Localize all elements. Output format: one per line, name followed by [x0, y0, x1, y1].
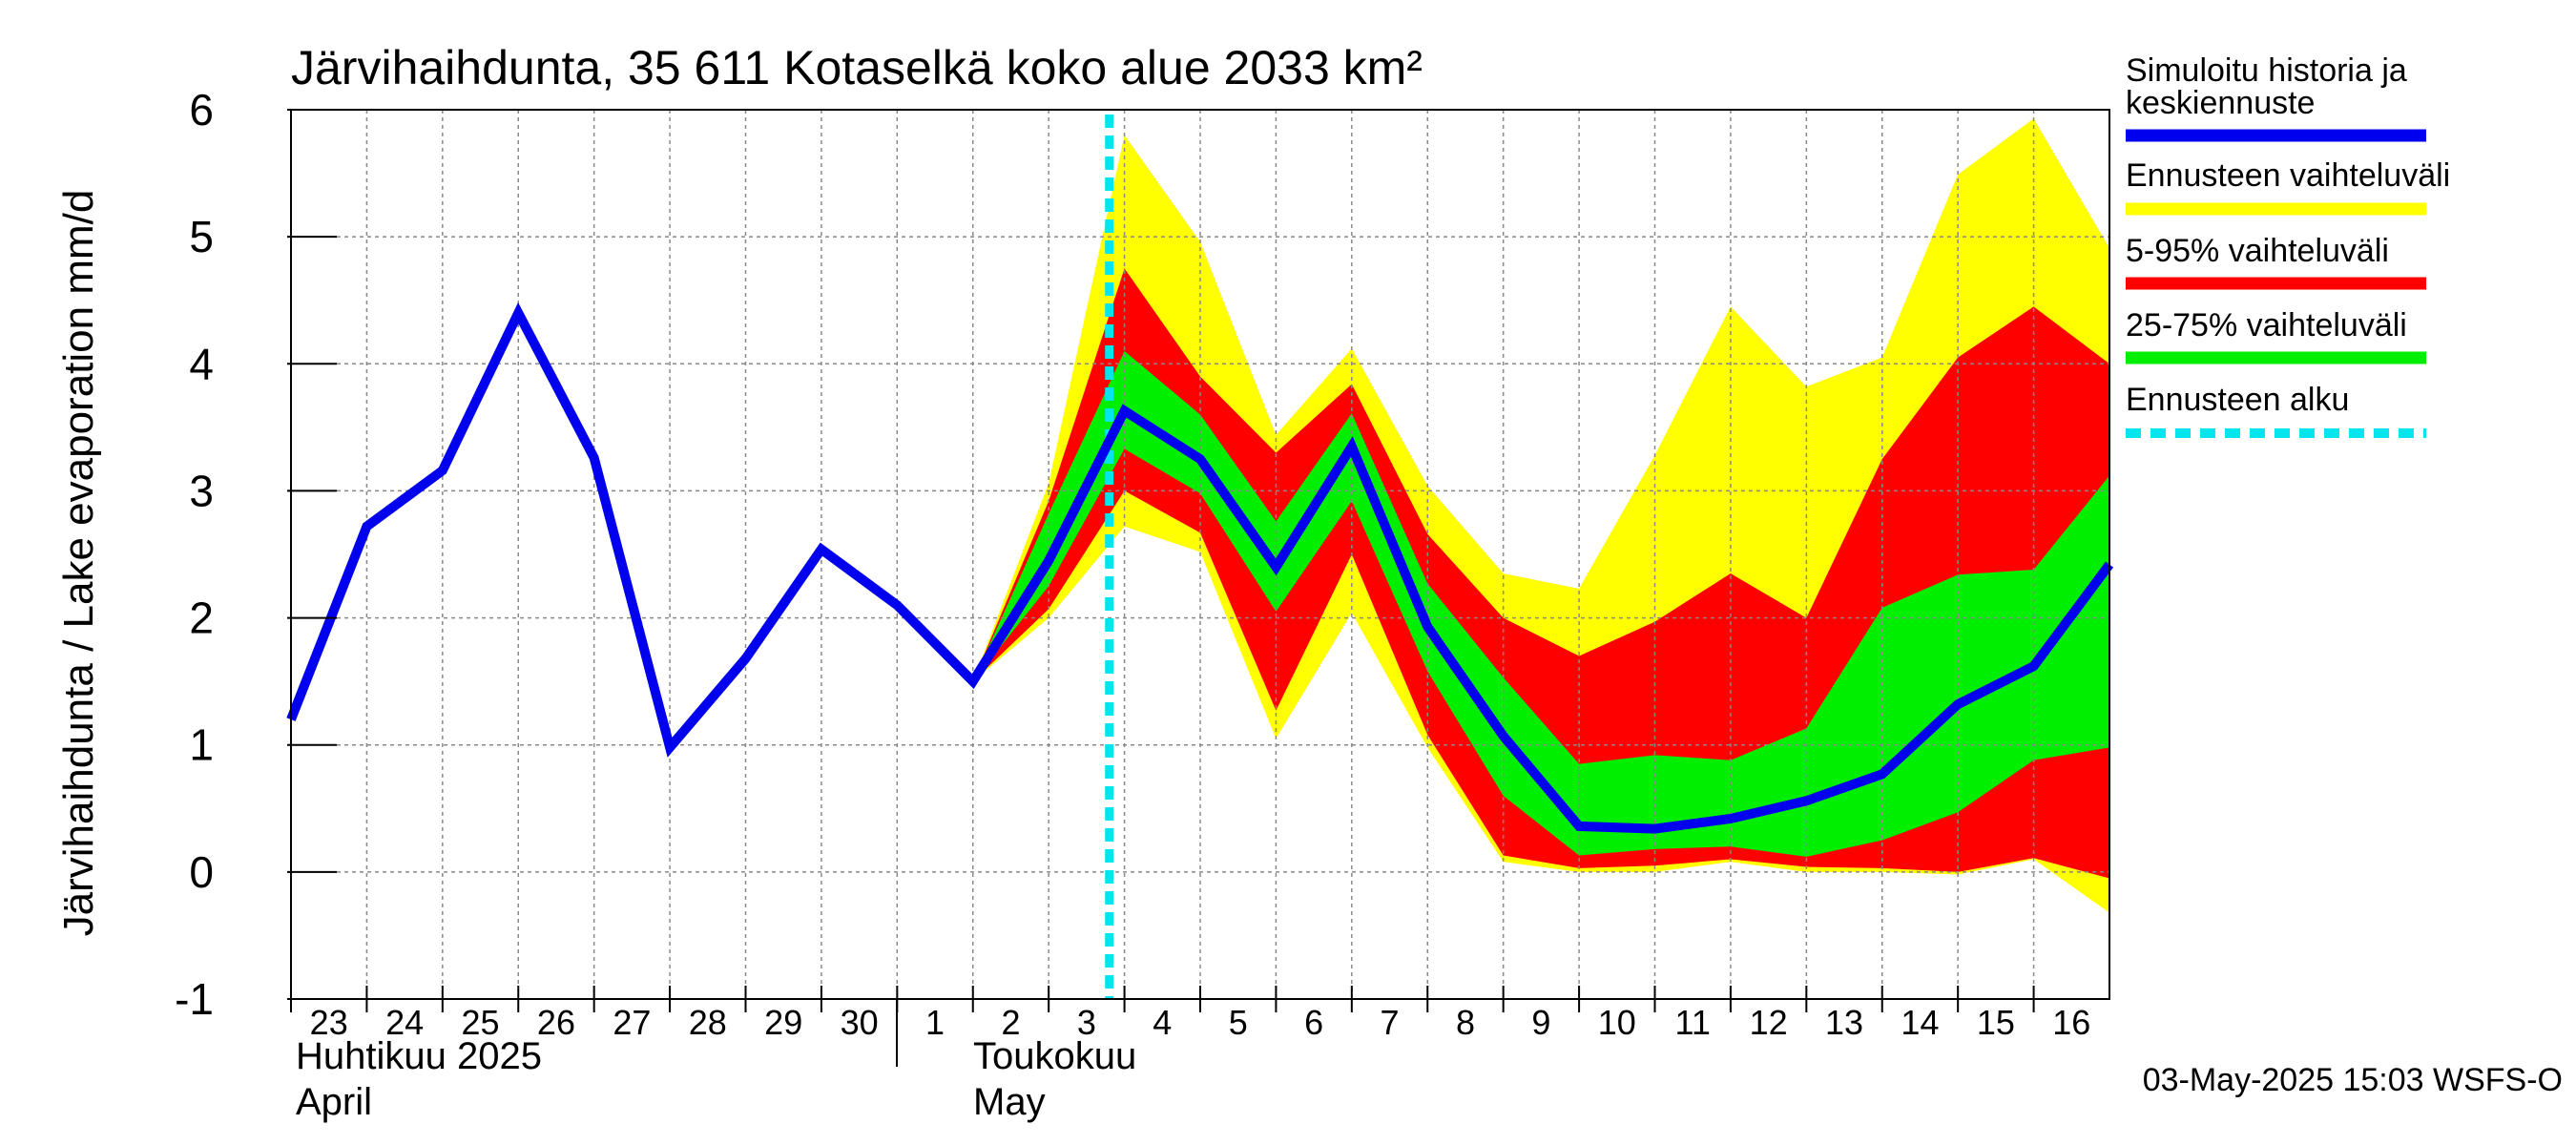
y-axis-label: Järvihaihdunta / Lake evaporation mm/d [55, 190, 102, 937]
month-label-april-en: April [296, 1081, 372, 1123]
y-axis: -1 0 1 2 3 4 5 6 [175, 85, 337, 1024]
x-tick-label: 23 [310, 1003, 348, 1042]
x-tick-label: 2 [1001, 1003, 1020, 1042]
x-tick-label: 16 [2052, 1003, 2090, 1042]
legend-label-median-line2: keskiennuste [2126, 85, 2315, 121]
month-label-may-en: May [973, 1081, 1046, 1123]
legend-label-median-line1: Simuloitu historia ja [2126, 52, 2407, 89]
x-tick-label: 14 [1901, 1003, 1939, 1042]
x-tick-label: 25 [462, 1003, 500, 1042]
legend: Simuloitu historia ja keskiennuste Ennus… [2126, 52, 2450, 438]
month-label-april-fi: Huhtikuu 2025 [296, 1035, 542, 1077]
y-tick-label: 0 [189, 847, 214, 897]
x-tick-label: 29 [764, 1003, 802, 1042]
y-tick-label: 3 [189, 466, 214, 515]
x-tick-label: 4 [1153, 1003, 1172, 1042]
legend-label-minmax: Ennusteen vaihteluväli [2126, 157, 2450, 194]
x-tick-label: 24 [385, 1003, 424, 1042]
y-tick-label: 5 [189, 212, 214, 261]
x-axis: 23 24 25 26 27 28 29 30 1 2 3 4 5 6 7 8 9 10 11 12 13 14 15 16 [290, 986, 2090, 1042]
x-tick-label: 12 [1750, 1003, 1788, 1042]
chart-title: Järvihaihdunta, 35 611 Kotaselkä koko al… [291, 41, 1423, 94]
x-tick-label: 1 [925, 1003, 945, 1042]
x-tick-label: 11 [1675, 1003, 1711, 1042]
x-tick-label: 15 [1977, 1003, 2015, 1042]
plot-area [286, 109, 2114, 1000]
band-25-75 [972, 350, 2109, 857]
x-tick-label: 8 [1456, 1003, 1475, 1042]
x-tick-label: 3 [1077, 1003, 1096, 1042]
y-tick-label: 4 [189, 339, 214, 388]
x-tick-label: 13 [1825, 1003, 1863, 1042]
x-tick-label: 28 [689, 1003, 727, 1042]
legend-label-forecast-start: Ennusteen alku [2126, 382, 2349, 418]
y-tick-label: -1 [175, 974, 214, 1024]
legend-label-5-95: 5-95% vaihteluväli [2126, 233, 2389, 269]
x-tick-label: 30 [841, 1003, 879, 1042]
median-line [286, 302, 2114, 834]
x-tick-label: 26 [537, 1003, 575, 1042]
y-tick-label: 6 [189, 85, 214, 135]
legend-label-25-75: 25-75% vaihteluväli [2126, 307, 2407, 344]
x-tick-label: 27 [613, 1003, 651, 1042]
x-tick-label: 6 [1304, 1003, 1323, 1042]
forecast-bands [972, 118, 2109, 913]
x-tick-label: 7 [1381, 1003, 1400, 1042]
footer-timestamp: 03-May-2025 15:03 WSFS-O [2143, 1062, 2563, 1098]
grid-lines [291, 110, 2109, 999]
y-tick-label: 1 [189, 720, 214, 770]
x-tick-label: 5 [1229, 1003, 1248, 1042]
x-tick-label: 9 [1531, 1003, 1550, 1042]
y-tick-label: 2 [189, 593, 214, 643]
x-tick-label: 10 [1598, 1003, 1636, 1042]
month-label-may-fi: Toukokuu [973, 1035, 1136, 1077]
